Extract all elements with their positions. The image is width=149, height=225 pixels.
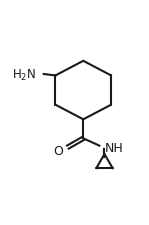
Text: $\mathdefault{H_2N}$: $\mathdefault{H_2N}$ (12, 67, 36, 82)
Text: NH: NH (105, 141, 124, 154)
Text: O: O (53, 144, 63, 157)
